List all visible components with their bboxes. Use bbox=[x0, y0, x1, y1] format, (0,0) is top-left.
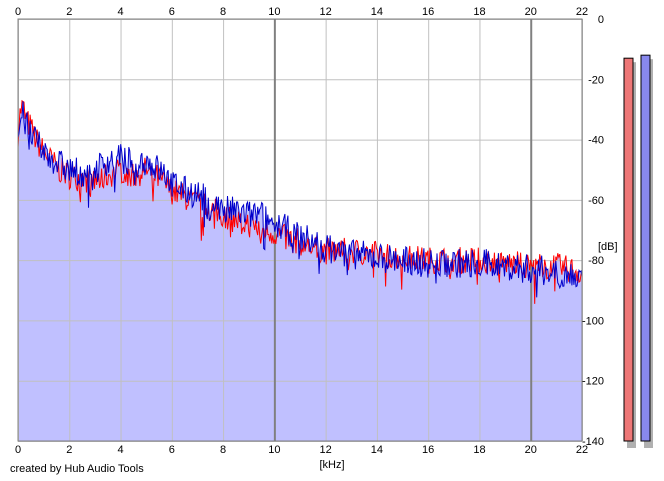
x-tick-label-top: 18 bbox=[473, 6, 485, 18]
y-axis-label: [dB] bbox=[598, 241, 618, 253]
y-tick-label: -60 bbox=[588, 195, 604, 207]
x-tick-label-bottom: 14 bbox=[371, 444, 383, 456]
y-tick-label: -140 bbox=[582, 436, 604, 448]
y-tick-label: 0 bbox=[598, 14, 604, 26]
x-tick-label-top: 14 bbox=[371, 6, 383, 18]
level-meter-left bbox=[623, 57, 634, 442]
y-tick-label: -120 bbox=[582, 376, 604, 388]
x-tick-label-top: 16 bbox=[422, 6, 434, 18]
spectrum-area-fill bbox=[18, 100, 582, 442]
y-tick-label: -100 bbox=[582, 315, 604, 327]
x-tick-label-bottom: 22 bbox=[576, 444, 588, 456]
series-line-blue bbox=[17, 101, 583, 298]
x-tick-label-top: 0 bbox=[15, 6, 21, 18]
y-tick-labels: 0 -20 -40 -60 -80 -100 -120 -140 bbox=[582, 14, 604, 448]
x-tick-label-bottom: 10 bbox=[268, 444, 280, 456]
x-tick-label-top: 2 bbox=[66, 6, 72, 18]
x-tick-label-bottom: 8 bbox=[220, 444, 226, 456]
x-tick-label-top: 20 bbox=[525, 6, 537, 18]
y-tick-label: -20 bbox=[588, 74, 604, 86]
x-tick-label-bottom: 6 bbox=[169, 444, 175, 456]
x-tick-label-bottom: 2 bbox=[66, 444, 72, 456]
x-tick-label-top: 10 bbox=[268, 6, 280, 18]
x-tick-label-top: 8 bbox=[220, 6, 226, 18]
x-tick-label-bottom: 18 bbox=[473, 444, 485, 456]
x-tick-label-bottom: 20 bbox=[525, 444, 537, 456]
y-tick-label: -40 bbox=[588, 135, 604, 147]
x-tick-label-bottom: 12 bbox=[320, 444, 332, 456]
level-meter-right bbox=[640, 54, 651, 442]
x-tick-label-top: 4 bbox=[117, 6, 123, 18]
y-tick-label: -80 bbox=[588, 255, 604, 267]
level-meters bbox=[623, 54, 653, 449]
x-tick-labels-bottom: 0 2 4 6 8 10 12 14 16 18 20 22 bbox=[15, 444, 588, 456]
plot-border bbox=[17, 18, 583, 442]
x-tick-label-bottom: 0 bbox=[15, 444, 21, 456]
x-axis-label: [kHz] bbox=[319, 459, 344, 471]
x-tick-label-bottom: 4 bbox=[117, 444, 123, 456]
x-tick-label-bottom: 16 bbox=[422, 444, 434, 456]
x-tick-labels-top: 0 2 4 6 8 10 12 14 16 18 20 22 bbox=[15, 6, 588, 18]
credit-text: created by Hub Audio Tools bbox=[10, 463, 144, 475]
x-tick-label-top: 6 bbox=[169, 6, 175, 18]
x-tick-label-top: 22 bbox=[576, 6, 588, 18]
x-tick-label-top: 12 bbox=[320, 6, 332, 18]
